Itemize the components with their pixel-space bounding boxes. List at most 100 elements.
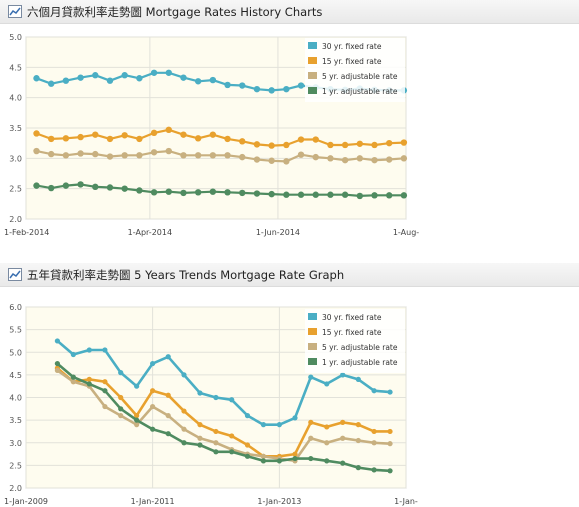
data-point [283, 191, 290, 198]
chart-header: 五年貸款利率走勢圖 5 Years Trends Mortgage Rate G… [0, 263, 579, 287]
legend-label: 1 yr. adjustable rate [322, 358, 398, 367]
data-point [77, 181, 84, 188]
data-point [92, 72, 99, 79]
data-point [387, 428, 393, 435]
data-point [387, 468, 393, 474]
data-point [268, 87, 275, 94]
data-point [292, 415, 298, 421]
data-point [297, 82, 305, 89]
data-point [77, 150, 84, 157]
data-point [386, 192, 393, 199]
data-point [150, 426, 156, 432]
y-tick-label: 2.0 [9, 215, 22, 224]
chart-legend: 30 yr. fixed rate 15 yr. fixed rate 5 yr. … [305, 309, 405, 373]
data-point [229, 433, 235, 439]
y-tick-label: 5.0 [9, 33, 22, 42]
data-point [229, 397, 235, 403]
x-tick-label: 1-Apr-2014 [128, 228, 172, 237]
data-point [102, 379, 108, 385]
data-point [239, 138, 246, 145]
data-point [106, 184, 114, 191]
data-point [150, 129, 158, 137]
data-point [181, 440, 187, 446]
data-point [118, 406, 124, 412]
data-point [386, 139, 393, 147]
data-point [400, 192, 408, 199]
data-point [92, 150, 99, 158]
data-point [197, 390, 203, 396]
y-tick-label: 4.0 [9, 394, 22, 403]
data-point [239, 189, 246, 197]
data-point [400, 139, 408, 146]
data-point [371, 141, 378, 149]
legend-background [305, 38, 405, 102]
data-point [283, 141, 290, 149]
data-point [340, 460, 346, 466]
data-point [356, 155, 364, 162]
x-tick-label: 1-Jan-2009 [4, 497, 48, 506]
data-point [244, 413, 251, 419]
data-point [181, 426, 187, 432]
data-point [209, 188, 217, 195]
data-point [213, 440, 219, 446]
y-tick-label: 4.5 [9, 63, 22, 72]
data-point [324, 458, 330, 464]
data-point [165, 69, 172, 76]
legend-label: 1 yr. adjustable rate [322, 87, 398, 96]
data-point [260, 458, 267, 464]
data-point [180, 131, 187, 138]
data-point [121, 72, 128, 79]
data-point [224, 152, 231, 159]
data-point [312, 153, 319, 161]
data-point [134, 417, 140, 423]
legend-background [305, 309, 405, 373]
data-point [121, 185, 128, 192]
data-point [150, 360, 156, 367]
legend-swatch [308, 42, 317, 49]
data-point [62, 152, 70, 159]
data-point [134, 413, 140, 419]
data-point [102, 347, 108, 353]
data-point [224, 135, 231, 143]
data-point [86, 376, 92, 382]
data-point [54, 360, 60, 367]
data-point [387, 389, 393, 395]
data-point [86, 347, 92, 353]
data-point [371, 156, 378, 164]
data-point [33, 147, 40, 155]
data-point [180, 152, 187, 159]
data-point [341, 156, 349, 164]
mortgage-rates-6month-chart: 2.0 2.5 3.0 3.5 4.0 4.5 5.0 1-Feb-2014 1-Apr-201… [4, 33, 419, 237]
y-tick-label: 4.0 [9, 94, 22, 103]
line-chart-icon [8, 268, 22, 281]
mortgage-rates-5year-chart: 2.0 2.5 3.0 3.5 4.0 4.5 5.0 5.5 6.0 1-Jan-2009 1-J… [4, 303, 418, 506]
data-point [297, 136, 305, 143]
data-point [209, 131, 217, 138]
data-point [356, 192, 364, 200]
data-point [70, 379, 76, 385]
data-point [197, 442, 203, 448]
data-point [150, 388, 156, 394]
data-point [121, 152, 128, 159]
data-point [165, 126, 172, 134]
data-point [312, 136, 319, 143]
data-point [213, 449, 219, 455]
data-point [260, 422, 267, 428]
data-point [54, 367, 60, 373]
data-point [165, 354, 171, 360]
data-point [180, 189, 187, 197]
series-line [56, 362, 391, 473]
y-tick-label: 3.0 [9, 154, 22, 163]
data-point [268, 142, 275, 149]
data-point [47, 80, 55, 87]
data-point [209, 152, 217, 159]
data-point [165, 431, 171, 437]
data-point [150, 189, 158, 196]
x-tick-label: 1-Aug- [393, 228, 419, 237]
data-point [165, 188, 172, 195]
legend-swatch [308, 57, 317, 64]
data-point [181, 408, 187, 414]
data-point [106, 135, 114, 143]
x-tick-label: 1-Jan-2011 [131, 497, 175, 506]
data-point [327, 191, 334, 198]
